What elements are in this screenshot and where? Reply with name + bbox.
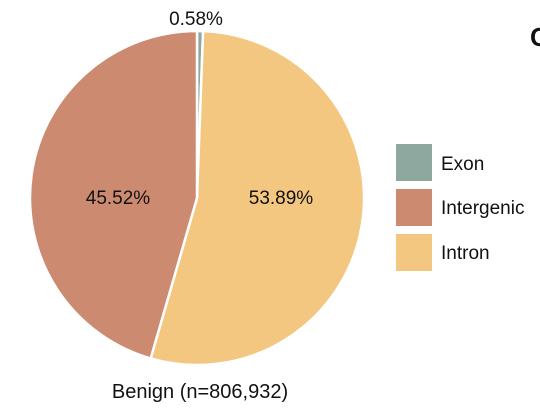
legend-label-intron: Intron (441, 243, 490, 264)
slice-label-intergenic: 45.52% (86, 188, 151, 209)
legend-item-intron: Intron (396, 234, 490, 271)
pie-slices (28, 29, 366, 367)
legend-swatch-intron (396, 234, 432, 271)
slice-label-intron: 53.89% (249, 188, 314, 209)
legend-item-intergenic: Intergenic (396, 189, 524, 226)
legend: Exon Intergenic Intron (396, 144, 524, 271)
legend-label-intergenic: Intergenic (441, 198, 524, 219)
pie-slice-intron (149, 29, 366, 367)
panel-letter: C (530, 22, 540, 52)
legend-swatch-exon (396, 144, 432, 181)
slice-label-exon: 0.58% (169, 9, 223, 30)
pie-slice-intergenic (28, 29, 199, 360)
legend-swatch-intergenic (396, 189, 432, 226)
legend-label-exon: Exon (441, 154, 484, 175)
chart-caption: Benign (n=806,932) (112, 381, 288, 403)
legend-item-exon: Exon (396, 144, 484, 181)
